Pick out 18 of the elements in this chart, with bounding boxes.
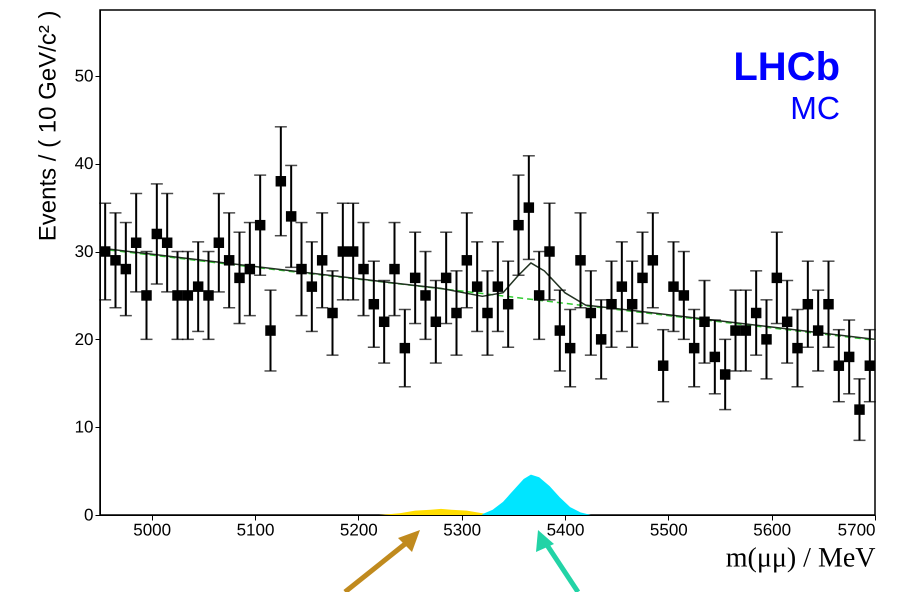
x-tick-label: 5300 — [443, 520, 482, 540]
x-tick-label: 5000 — [133, 520, 172, 540]
x-tick-label: 5500 — [650, 520, 688, 540]
x-tick-label: 5700 — [838, 520, 876, 540]
y-tick-label: 10 — [74, 418, 94, 437]
y-tick-label: 30 — [74, 242, 94, 262]
x-tick-label: 5400 — [546, 520, 584, 540]
x-tick-label: 5200 — [340, 520, 378, 540]
annotation: LHCb — [733, 45, 840, 89]
y-tick-label: 20 — [74, 330, 94, 349]
y-tick-label: 0 — [84, 506, 94, 524]
y-tick-label: 40 — [74, 154, 94, 174]
x-tick-label: 5100 — [236, 520, 274, 540]
y-tick-label: 50 — [74, 66, 94, 86]
x-axis-title: m(μμ) / MeV — [726, 542, 876, 574]
y-axis-title: Events / ( 10 GeV/c² ) — [34, 10, 62, 242]
x-tick-label: 5600 — [753, 520, 792, 540]
annotation: MC — [790, 90, 840, 126]
